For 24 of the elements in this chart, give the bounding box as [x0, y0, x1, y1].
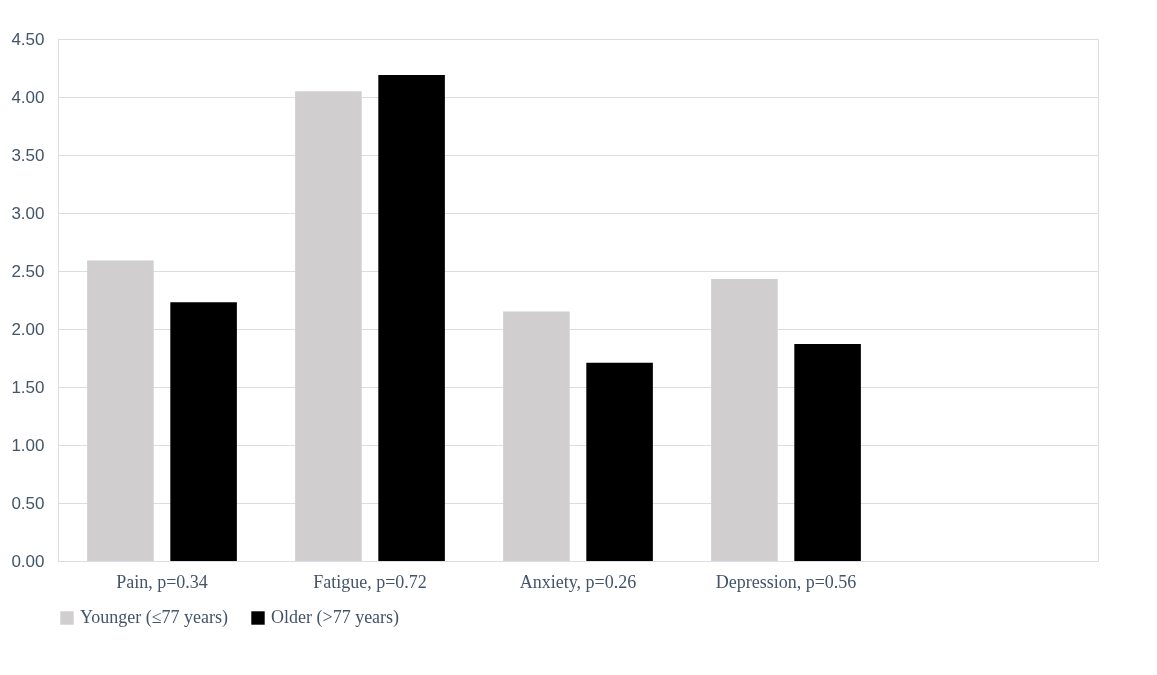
bar	[378, 74, 445, 561]
bar	[794, 344, 861, 561]
legend-label: Younger (≤77 years)	[80, 607, 229, 628]
x-tick-label: Fatigue, p=0.72	[313, 571, 427, 592]
y-tick-label: 0.50	[11, 493, 45, 513]
bar	[503, 311, 570, 561]
y-tick-label: 1.00	[11, 435, 45, 455]
y-tick-label: 2.50	[11, 261, 45, 281]
y-tick-label: 4.50	[11, 29, 45, 49]
y-tick-label: 3.50	[11, 145, 45, 165]
y-tick-label: 4.00	[11, 87, 45, 107]
y-tick-label: 1.50	[11, 377, 45, 397]
bar	[711, 279, 778, 561]
x-tick-label: Pain, p=0.34	[116, 571, 208, 592]
y-tick-label: 0.00	[11, 551, 45, 571]
bar	[87, 260, 154, 561]
y-tick-label: 2.00	[11, 319, 45, 339]
bar	[586, 362, 653, 561]
x-tick-label: Anxiety, p=0.26	[519, 571, 637, 592]
x-tick-label: Depression, p=0.56	[715, 571, 857, 592]
bar	[295, 91, 362, 561]
legend-label: Older (>77 years)	[271, 607, 400, 628]
y-tick-label: 3.00	[11, 203, 45, 223]
bar	[170, 302, 237, 561]
